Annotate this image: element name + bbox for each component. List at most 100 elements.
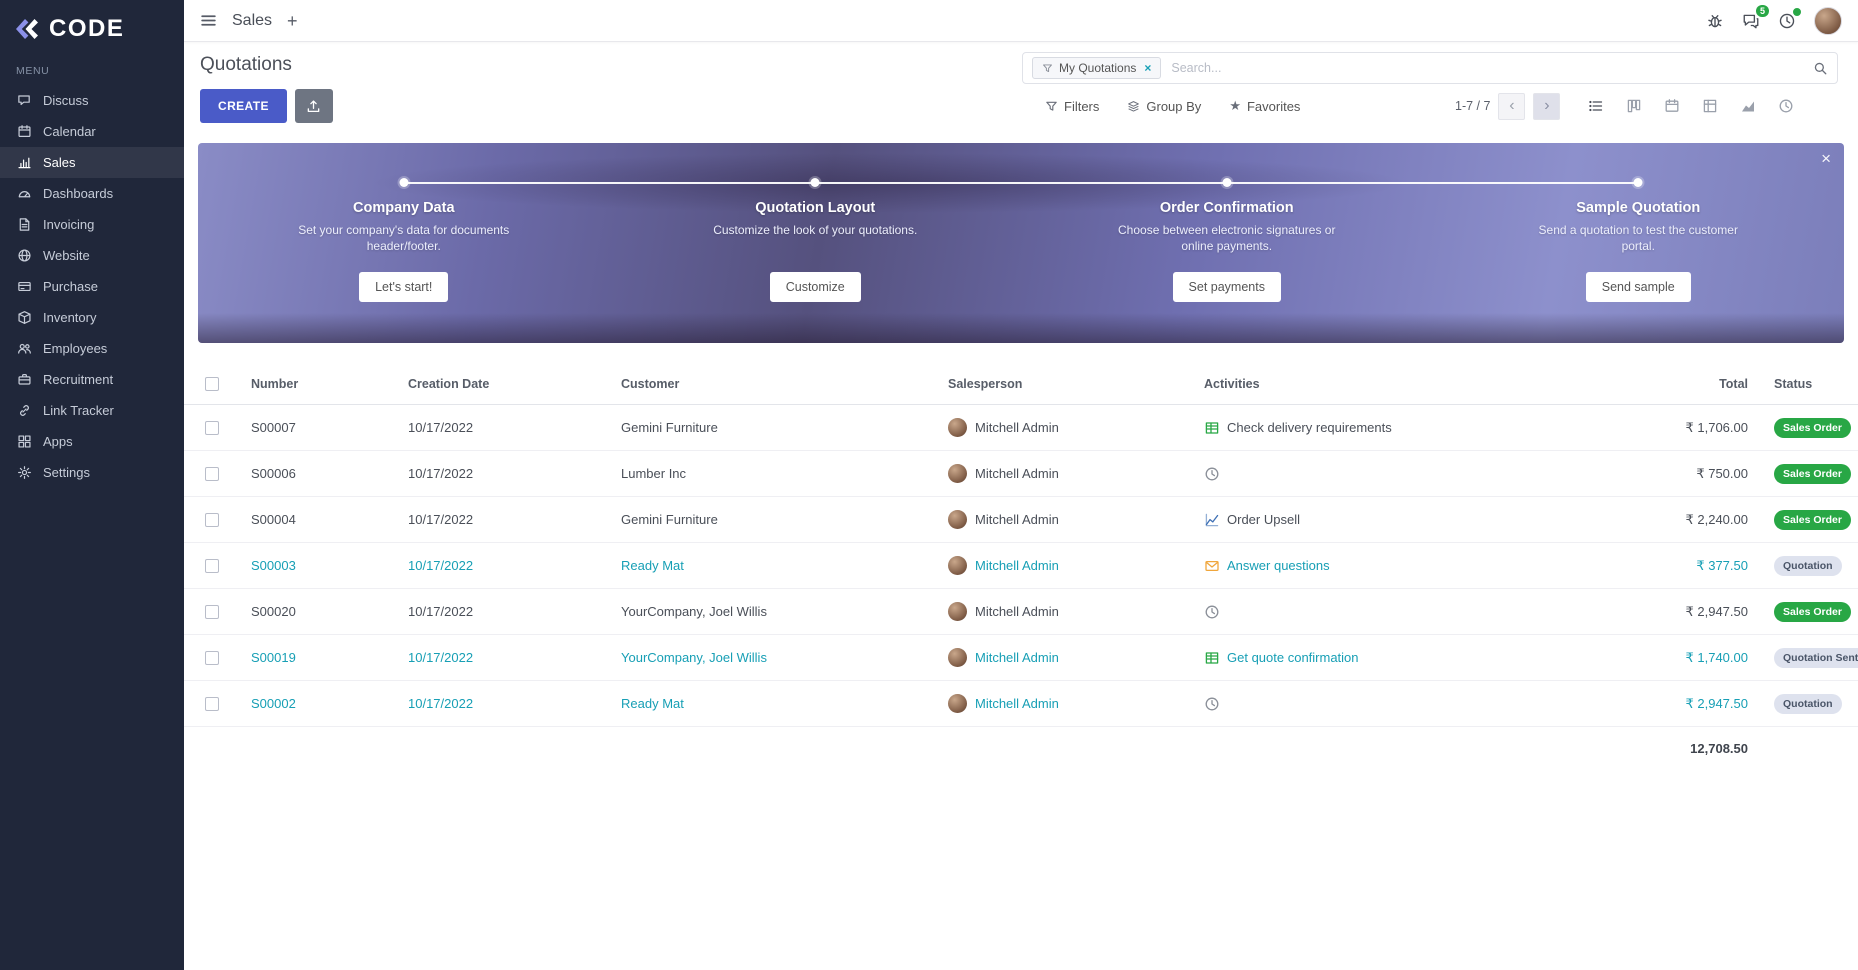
row-checkbox[interactable]: [204, 512, 219, 527]
activity-cell[interactable]: [1192, 604, 1640, 620]
view-list-button[interactable]: [1578, 91, 1614, 121]
view-activity-button[interactable]: [1768, 91, 1804, 121]
total-amount: ₹ 2,240.00: [1685, 511, 1749, 527]
search-button[interactable]: [1813, 61, 1828, 76]
status-cell: Quotation Sent: [1758, 647, 1858, 668]
step-title: Order Confirmation: [1159, 200, 1294, 216]
view-calendar-button[interactable]: [1654, 91, 1690, 121]
sidebar-item-invoicing[interactable]: Invoicing: [0, 209, 184, 240]
plus-icon[interactable]: +: [287, 10, 298, 31]
search-bar[interactable]: My Quotations ×: [1022, 52, 1838, 84]
view-kanban-button[interactable]: [1616, 91, 1652, 121]
sidebar-item-apps[interactable]: Apps: [0, 426, 184, 457]
header-customer[interactable]: Customer: [621, 376, 680, 391]
upload-icon: [306, 99, 321, 114]
brand-logo[interactable]: CODE: [0, 0, 184, 59]
sidebar-item-inventory[interactable]: Inventory: [0, 302, 184, 333]
quotation-number: S00019: [251, 650, 296, 665]
table-row[interactable]: S00006 10/17/2022 Lumber Inc Mitchell Admin…: [184, 451, 1858, 497]
sidebar-item-employees[interactable]: Employees: [0, 333, 184, 364]
step-action-button[interactable]: Set payments: [1172, 272, 1281, 302]
sidebar-item-link-tracker[interactable]: Link Tracker: [0, 395, 184, 426]
favorites-button[interactable]: ★ Favorites: [1229, 98, 1300, 114]
sidebar-item-settings[interactable]: Settings: [0, 457, 184, 488]
user-avatar[interactable]: [1814, 6, 1842, 35]
row-checkbox[interactable]: [204, 420, 219, 435]
facet-remove-icon[interactable]: ×: [1144, 61, 1152, 75]
banner-close-icon[interactable]: ×: [1821, 149, 1831, 168]
calendar-view-icon: [1664, 98, 1680, 114]
step-title: Sample Quotation: [1576, 200, 1701, 216]
sidebar-item-label: Employees: [43, 341, 108, 356]
table-row[interactable]: S00007 10/17/2022 Gemini Furniture Mitchell…: [184, 405, 1858, 451]
current-app-name[interactable]: Sales: [232, 11, 273, 29]
step-action-button[interactable]: Customize: [769, 272, 861, 302]
export-button[interactable]: [294, 89, 333, 123]
filters-button[interactable]: Filters: [1045, 99, 1099, 114]
step-action-button[interactable]: Let's start!: [359, 272, 449, 302]
table-row[interactable]: S00003 10/17/2022 Ready Mat Mitchell Admin A…: [184, 543, 1858, 589]
chart-icon: [1204, 512, 1220, 528]
discuss-icon: [17, 93, 32, 108]
table-header-row: Number Creation Date Customer Salesperso…: [184, 363, 1858, 405]
step-action-button[interactable]: Send sample: [1585, 272, 1691, 302]
activity-cell[interactable]: Order Upsell: [1192, 512, 1640, 528]
step-dot-icon: [399, 178, 409, 187]
activity-cell[interactable]: Answer questions: [1192, 558, 1640, 574]
footer-total-sum: 12,708.50: [1690, 740, 1748, 756]
select-all-checkbox[interactable]: [204, 376, 219, 391]
table-row[interactable]: S00002 10/17/2022 Ready Mat Mitchell Admin ₹…: [184, 681, 1858, 727]
view-pivot-button[interactable]: [1692, 91, 1728, 121]
row-checkbox[interactable]: [204, 696, 219, 711]
sidebar-item-dashboards[interactable]: Dashboards: [0, 178, 184, 209]
sidebar-item-label: Link Tracker: [43, 403, 114, 418]
sidebar-item-purchase[interactable]: Purchase: [0, 271, 184, 302]
header-number[interactable]: Number: [251, 376, 299, 391]
activity-cell[interactable]: [1192, 466, 1640, 482]
activity-cell[interactable]: [1192, 696, 1640, 712]
salesperson-cell: Mitchell Admin: [936, 602, 1192, 621]
customer-name: Lumber Inc: [621, 466, 687, 481]
header-creation-date[interactable]: Creation Date: [408, 376, 490, 391]
activity-cell[interactable]: Check delivery requirements: [1192, 420, 1640, 436]
bug-icon[interactable]: [1706, 12, 1724, 30]
row-checkbox[interactable]: [204, 558, 219, 573]
pivot-view-icon: [1702, 98, 1718, 114]
table-row[interactable]: S00004 10/17/2022 Gemini Furniture Mitchell…: [184, 497, 1858, 543]
table-row[interactable]: S00019 10/17/2022 YourCompany, Joel Willis…: [184, 635, 1858, 681]
header-salesperson[interactable]: Salesperson: [948, 376, 1023, 391]
search-icon: [1813, 61, 1828, 76]
create-button[interactable]: CREATE: [200, 89, 287, 123]
creation-date: 10/17/2022: [408, 466, 474, 481]
sidebar-item-calendar[interactable]: Calendar: [0, 116, 184, 147]
pager-prev-button[interactable]: ‹: [1498, 92, 1526, 120]
sidebar-item-recruitment[interactable]: Recruitment: [0, 364, 184, 395]
view-graph-button[interactable]: [1730, 91, 1766, 121]
header-total[interactable]: Total: [1719, 376, 1748, 391]
purchase-icon: [17, 279, 32, 294]
sidebar-item-discuss[interactable]: Discuss: [0, 85, 184, 116]
sidebar-item-label: Purchase: [43, 279, 98, 294]
group-by-button[interactable]: Group By: [1127, 99, 1201, 114]
quotation-number: S00003: [251, 558, 296, 573]
row-checkbox[interactable]: [204, 466, 219, 481]
activities-clock-icon[interactable]: [1778, 6, 1802, 30]
sales-icon: [17, 155, 32, 170]
sidebar: CODE MENU Discuss Calendar Sales Dashboards…: [0, 0, 184, 970]
sidebar-menu: Discuss Calendar Sales Dashboards Invoicing W…: [0, 85, 184, 488]
sidebar-item-website[interactable]: Website: [0, 240, 184, 271]
row-checkbox[interactable]: [204, 650, 219, 665]
header-activities[interactable]: Activities: [1204, 376, 1260, 391]
pager-next-button[interactable]: ›: [1533, 92, 1561, 120]
hamburger-menu-icon[interactable]: [200, 12, 217, 29]
messages-icon[interactable]: 5: [1742, 4, 1769, 30]
header-status[interactable]: Status: [1774, 376, 1813, 391]
table-row[interactable]: S00020 10/17/2022 YourCompany, Joel Willis…: [184, 589, 1858, 635]
salesperson-name: Mitchell Admin: [975, 604, 1059, 619]
search-facet[interactable]: My Quotations ×: [1032, 57, 1162, 79]
search-input[interactable]: [1161, 61, 1813, 75]
row-checkbox[interactable]: [204, 604, 219, 619]
salesperson-name: Mitchell Admin: [975, 650, 1059, 665]
sidebar-item-sales[interactable]: Sales: [0, 147, 184, 178]
activity-cell[interactable]: Get quote confirmation: [1192, 650, 1640, 666]
